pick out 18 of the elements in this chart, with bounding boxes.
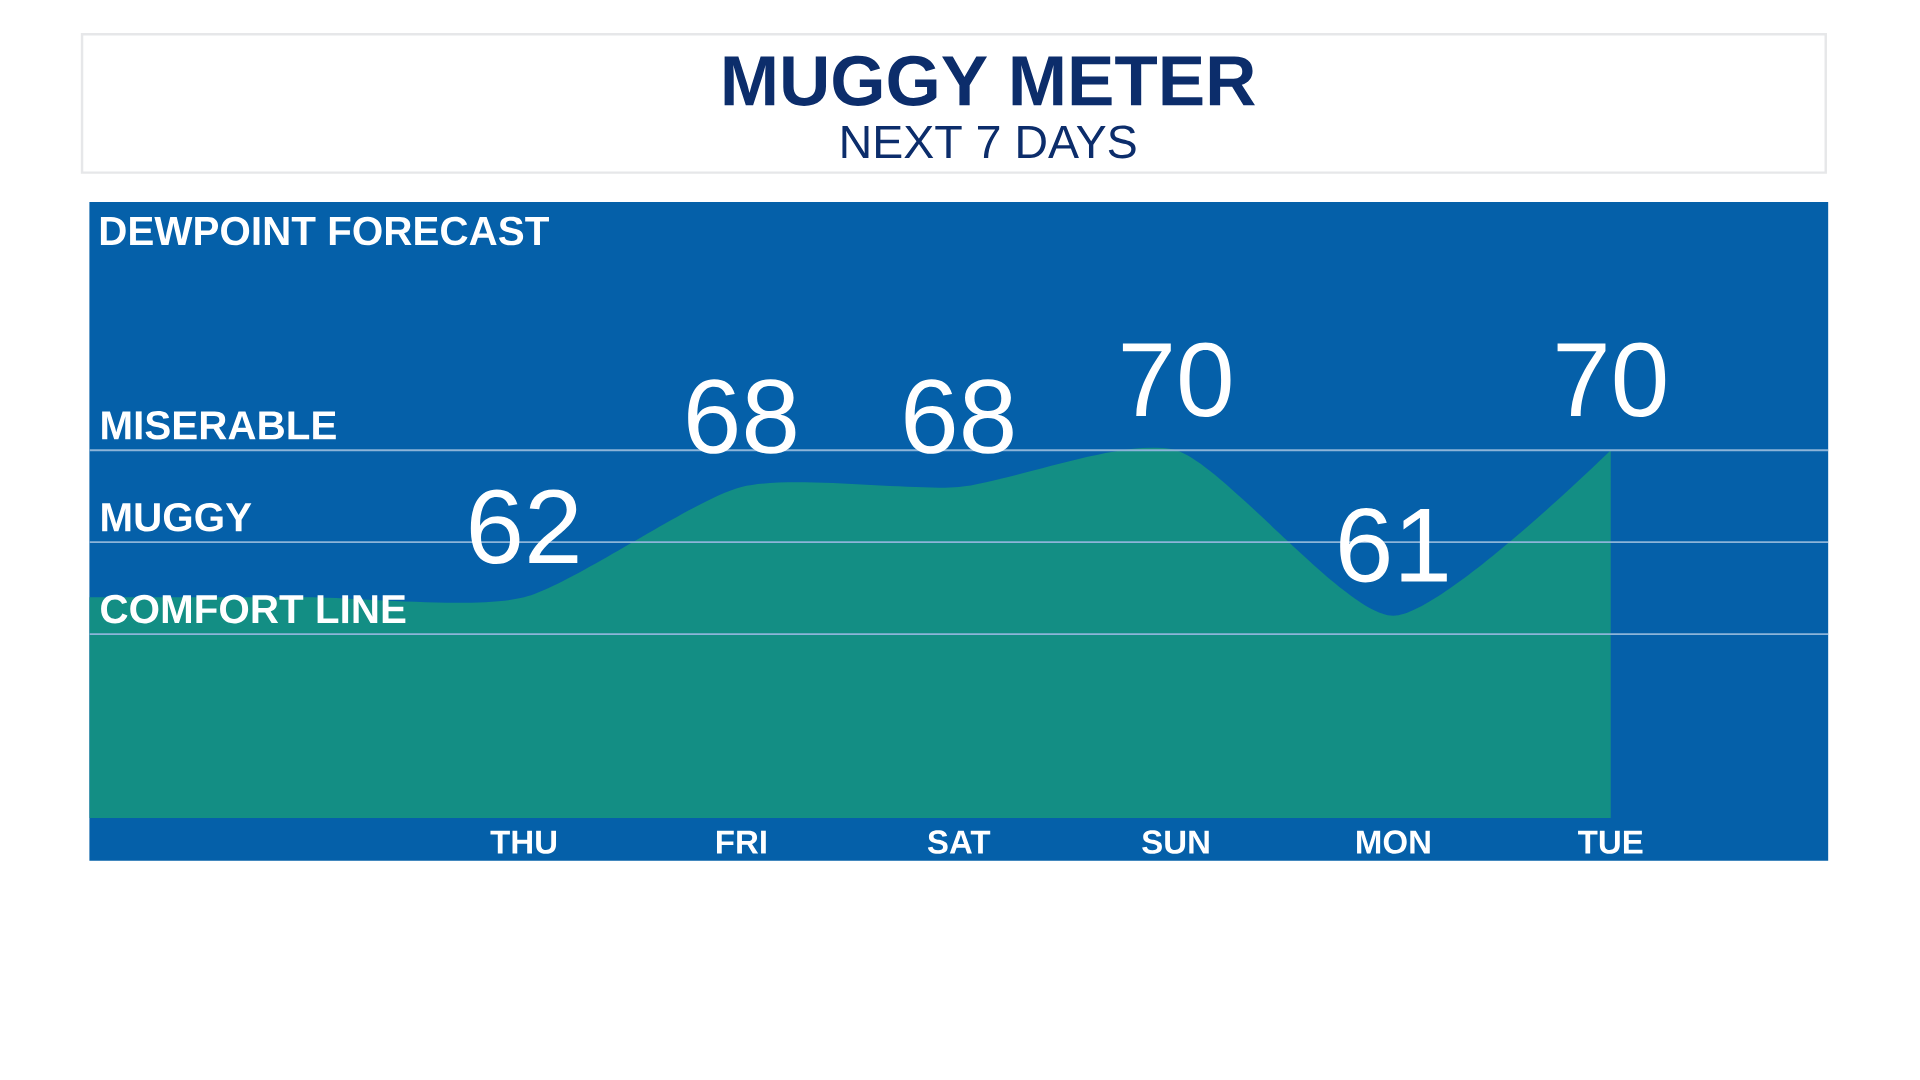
x-tick-label: SUN	[1142, 830, 1209, 854]
x-tick-label: MON	[1357, 830, 1430, 854]
x-tick-label: TUE	[1578, 830, 1643, 854]
data-label: 61	[1340, 507, 1447, 583]
ref-line-label: MISERABLE	[102, 411, 336, 440]
data-label: 68	[688, 379, 796, 454]
x-tick-label: SAT	[927, 830, 991, 854]
data-label: 70	[1557, 342, 1666, 417]
chart-subtitle: NEXT 7 DAYS	[842, 125, 1136, 159]
ref-line-label: MUGGY	[102, 502, 252, 532]
x-tick-label: FRI	[716, 830, 766, 854]
ref-line-label: COMFORT LINE	[101, 594, 406, 624]
x-tick-label: THU	[490, 830, 557, 854]
data-label: 70	[1122, 342, 1231, 417]
chart-title: MUGGY METER	[724, 55, 1255, 106]
text: DEWPOINT FORECAST	[100, 216, 549, 246]
data-label: 62	[470, 489, 578, 565]
data-label: 68	[905, 379, 1013, 454]
